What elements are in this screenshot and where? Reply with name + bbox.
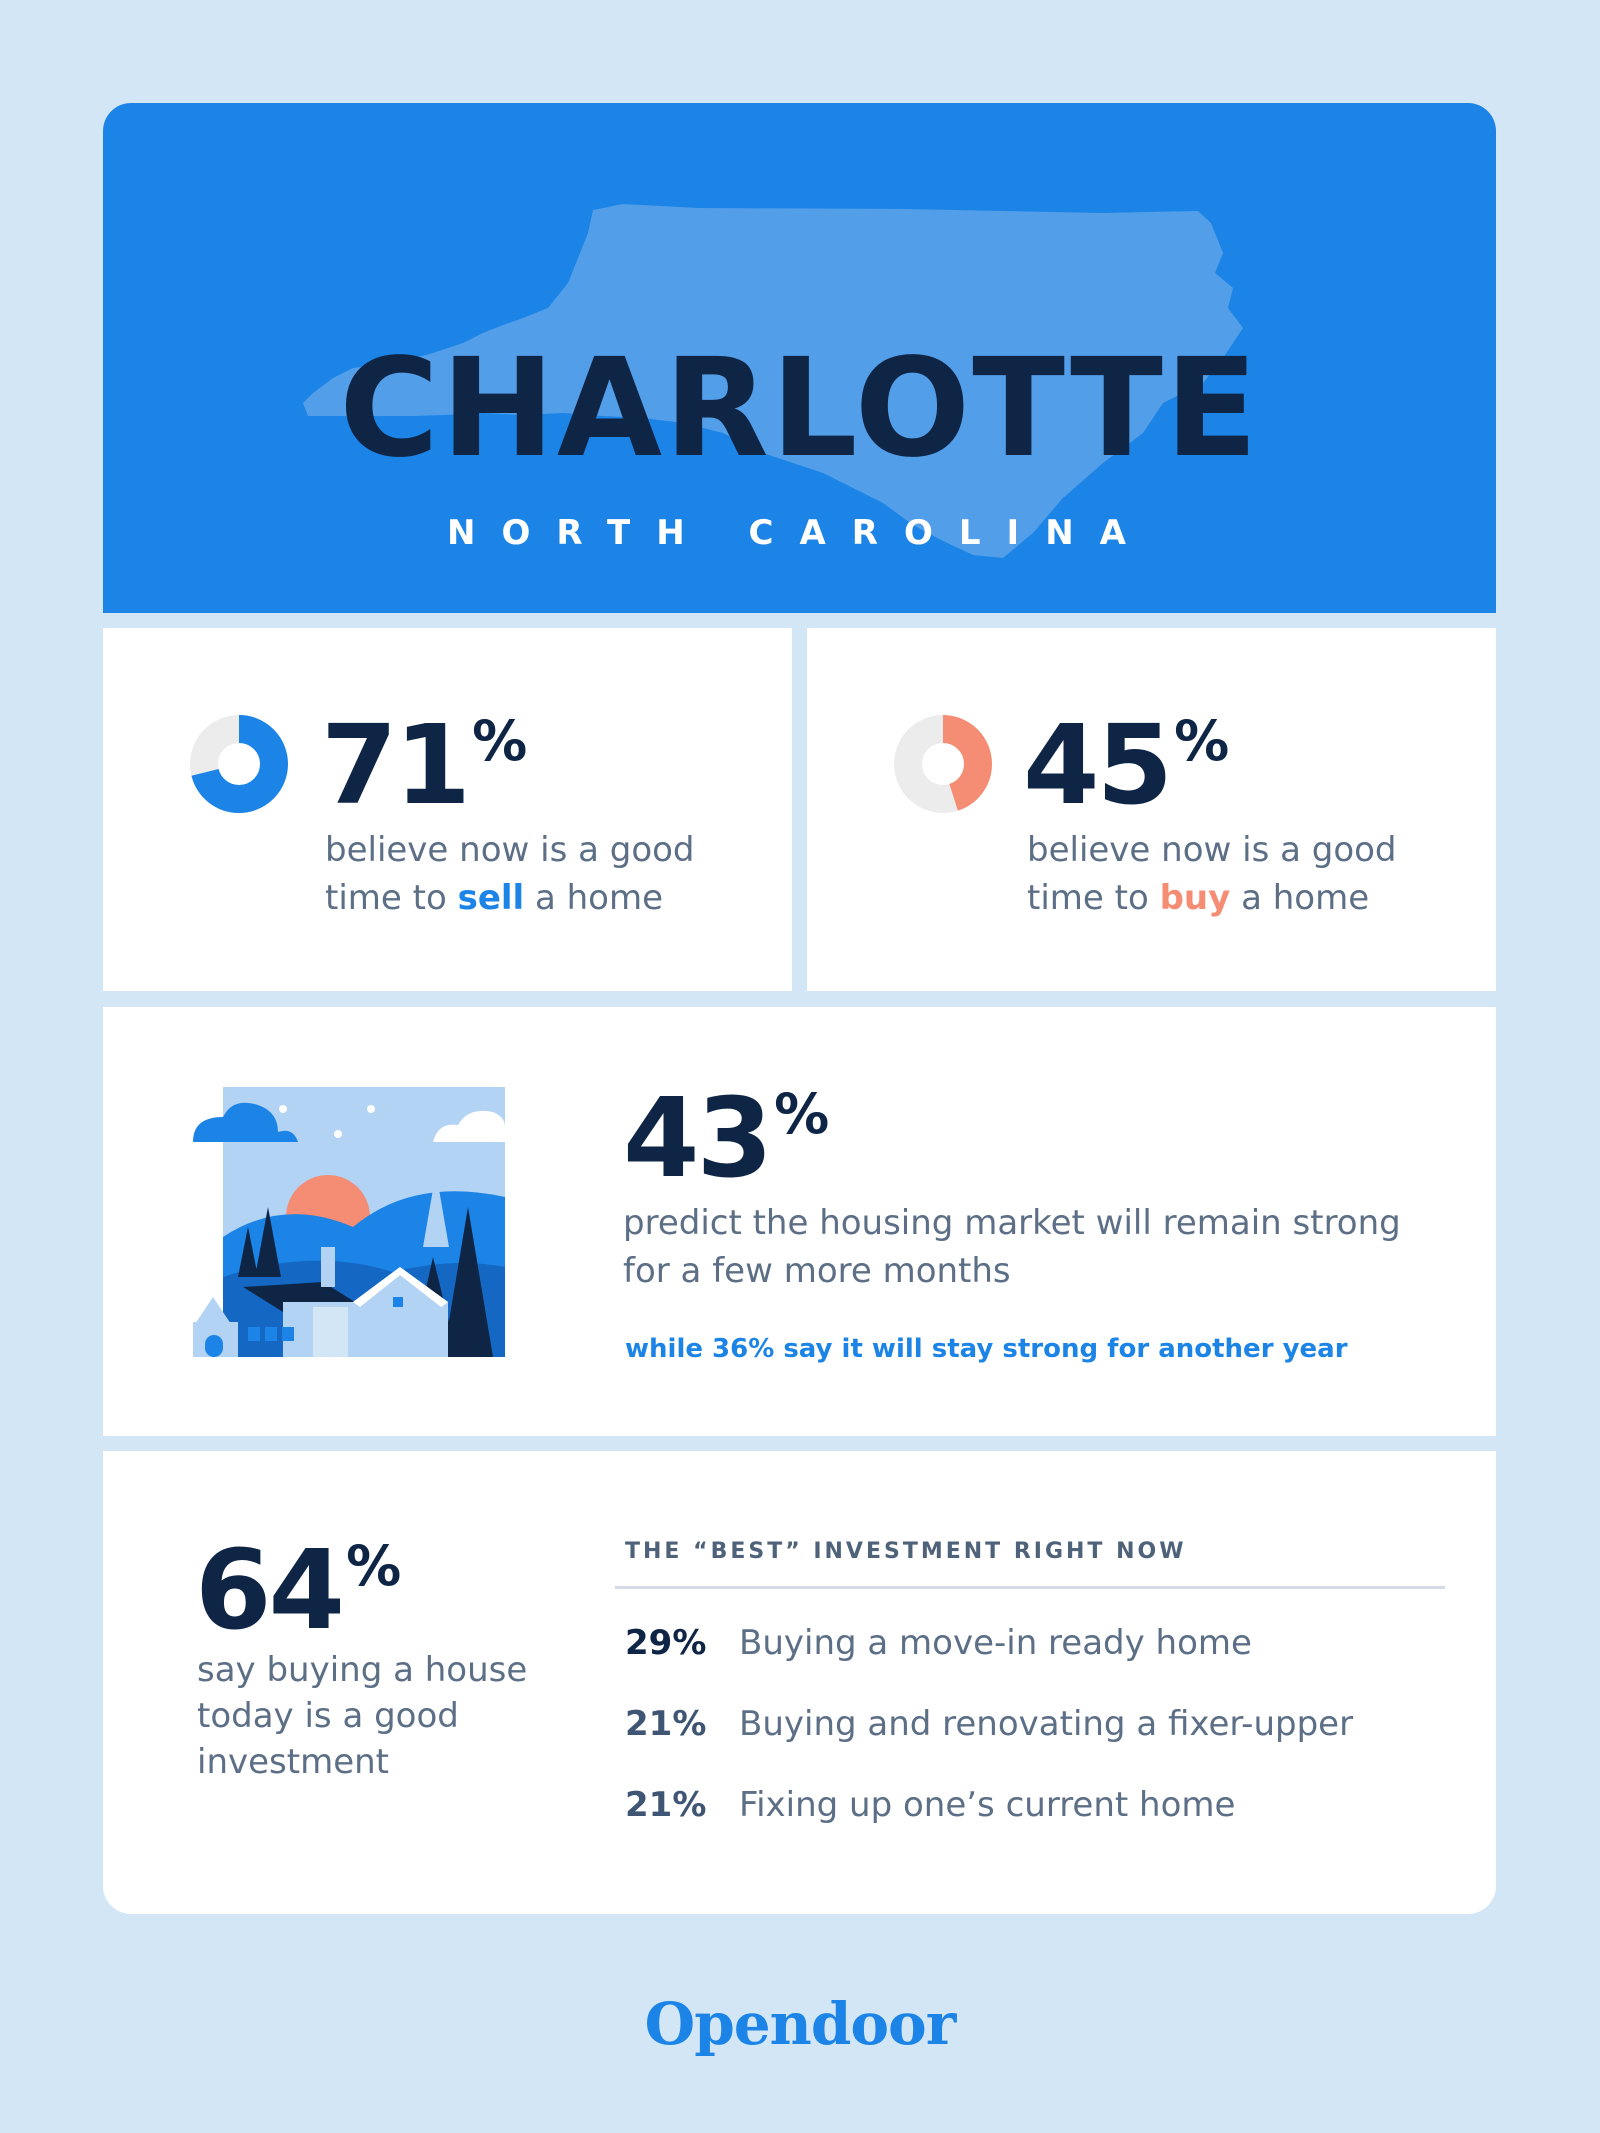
- market-stat-panel: 43% predict the housing market will rema…: [103, 1007, 1496, 1436]
- header-banner: CHARLOTTE NORTH CAROLINA: [103, 103, 1496, 613]
- houses-sunset-illustration-icon: [193, 1087, 505, 1357]
- buy-donut-chart-icon: [894, 715, 992, 813]
- investment-list-title: THE “BEST” INVESTMENT RIGHT NOW: [625, 1539, 1187, 1564]
- investment-percent: 64%: [195, 1526, 402, 1654]
- sell-stat-panel: 71% believe now is a good time to sell a…: [103, 628, 792, 991]
- sell-highlight: sell: [457, 878, 525, 918]
- buy-description: believe now is a good time to buy a home: [1027, 830, 1397, 918]
- buy-stat-panel: 45% believe now is a good time to buy a …: [807, 628, 1496, 991]
- market-subnote: while 36% say it will stay strong for an…: [625, 1334, 1348, 1364]
- city-title: CHARLOTTE: [339, 330, 1260, 488]
- market-percent: 43%: [623, 1074, 830, 1202]
- investment-row: 29% Buying a move-in ready home: [625, 1623, 1252, 1663]
- buy-percent: 45%: [1023, 701, 1230, 829]
- state-subtitle: NORTH CAROLINA: [447, 513, 1152, 553]
- investment-row: 21% Buying and renovating a fixer-upper: [625, 1704, 1354, 1744]
- investment-description: say buying a house today is a good inves…: [197, 1650, 528, 1782]
- sell-description: believe now is a good time to sell a hom…: [325, 830, 695, 918]
- opendoor-logo: Opendoor: [644, 1990, 957, 2058]
- investment-stat-panel: 64% say buying a house today is a good i…: [103, 1451, 1496, 1914]
- market-description: predict the housing market will remain s…: [623, 1203, 1401, 1291]
- sell-donut-chart-icon: [190, 715, 288, 813]
- investment-divider: [615, 1586, 1445, 1589]
- buy-highlight: buy: [1159, 878, 1231, 918]
- investment-row: 21% Fixing up one’s current home: [625, 1785, 1236, 1825]
- north-carolina-map-icon: [303, 204, 1243, 558]
- sell-percent: 71%: [321, 701, 528, 829]
